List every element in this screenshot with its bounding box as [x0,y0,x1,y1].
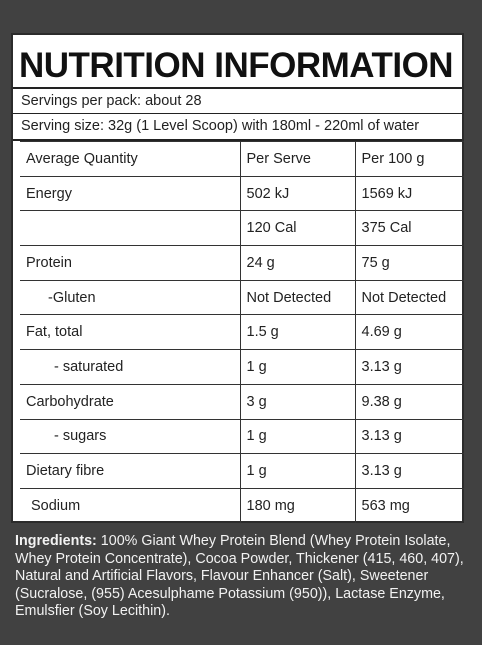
per-serve-value: 1.5 g [239,314,356,351]
table-row: -Gluten Not Detected Not Detected [20,279,464,316]
per-100g-value: 3.13 g [354,418,464,455]
servings-per-pack: Servings per pack: about 28 [21,93,202,109]
per-100g-value: 375 Cal [354,210,464,247]
per-serve-value: Not Detected [239,279,356,316]
nutrient-name: - sugars [20,418,241,455]
table-row: Dietary fibre 1 g 3.13 g [20,453,464,489]
per-100g-value: 563 mg [354,487,464,524]
table-row: - sugars 1 g 3.13 g [20,418,464,455]
per-serve-value: 3 g [239,383,356,420]
per-serve-value: 120 Cal [239,210,356,247]
serving-size: Serving size: 32g (1 Level Scoop) with 1… [21,118,420,134]
title-divider [13,87,462,89]
per-100g-value: 75 g [354,245,464,281]
per-100g-value: Not Detected [354,279,464,316]
per-serve-value: 1 g [239,349,356,385]
nutrition-table: Average Quantity Per Serve Per 100 g Ene… [20,141,464,524]
ingredients-text: Ingredients: 100% Giant Whey Protein Ble… [15,533,470,621]
table-row: - saturated 1 g 3.13 g [20,349,464,385]
table-row: 120 Cal 375 Cal [20,210,464,247]
per-serve-value: 502 kJ [239,175,356,212]
nutrient-name: Protein [20,245,241,281]
servings-divider [13,113,462,114]
per-serve-value: 24 g [239,245,356,281]
header-average-quantity: Average Quantity [20,141,241,177]
nutrient-name: -Gluten [20,279,241,316]
nutrient-name: Fat, total [20,314,241,351]
serving-size-divider [13,139,462,141]
table-row: Fat, total 1.5 g 4.69 g [20,314,464,351]
table-row: Protein 24 g 75 g [20,245,464,281]
per-serve-value: 1 g [239,453,356,489]
nutrient-name: - saturated [20,349,241,385]
per-100g-value: 3.13 g [354,349,464,385]
nutrient-name: Sodium [20,487,241,524]
per-serve-value: 1 g [239,418,356,455]
per-100g-value: 3.13 g [354,453,464,489]
table-header-row: Average Quantity Per Serve Per 100 g [20,141,464,177]
table-row: Sodium 180 mg 563 mg [20,487,464,524]
nutrition-title: NUTRITION INFORMATION [19,46,454,85]
per-serve-value: 180 mg [239,487,356,524]
nutrition-panel: NUTRITION INFORMATION Servings per pack:… [11,33,464,524]
nutrient-name: Dietary fibre [20,453,241,489]
nutrient-name: Energy [20,175,241,212]
per-100g-value: 1569 kJ [354,175,464,212]
table-row: Carbohydrate 3 g 9.38 g [20,383,464,420]
table-row: Energy 502 kJ 1569 kJ [20,175,464,212]
ingredients-list: 100% Giant Whey Protein Blend (Whey Prot… [15,533,464,620]
ingredients-label: Ingredients: [15,533,97,549]
nutrient-name: Carbohydrate [20,383,241,420]
nutrient-name [20,210,241,247]
header-per-serve: Per Serve [239,141,356,177]
per-100g-value: 9.38 g [354,383,464,420]
header-per-100g: Per 100 g [354,141,464,177]
per-100g-value: 4.69 g [354,314,464,351]
